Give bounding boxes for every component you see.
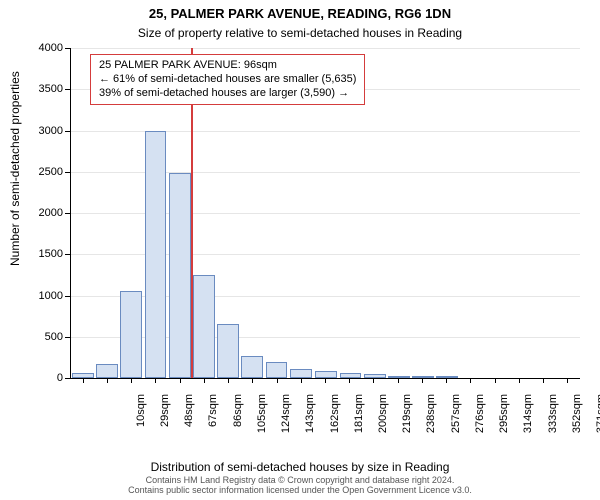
y-tick-label: 3000 — [25, 125, 63, 137]
y-tick-label: 1500 — [25, 248, 63, 260]
x-axis-line — [70, 378, 580, 379]
annotation-line-2: ← 61% of semi-detached houses are smalle… — [99, 73, 356, 87]
annotation-line-3: 39% of semi-detached houses are larger (… — [99, 87, 356, 101]
y-axis-label: Number of semi-detached properties — [8, 71, 22, 266]
x-tick-label: 371sqm — [595, 394, 600, 454]
x-tick-label: 333sqm — [547, 394, 559, 454]
y-tick-label: 500 — [25, 331, 63, 343]
y-tick-label: 2500 — [25, 166, 63, 178]
histogram-bar — [120, 291, 142, 378]
x-tick-label: 67sqm — [207, 394, 219, 454]
y-tick-label: 0 — [25, 372, 63, 384]
y-axis-line — [70, 48, 71, 378]
plot-area: 0500100015002000250030003500400010sqm29s… — [70, 48, 580, 378]
histogram-bar — [290, 369, 312, 378]
property-size-histogram: 25, PALMER PARK AVENUE, READING, RG6 1DN… — [0, 0, 600, 500]
histogram-bar — [266, 362, 288, 379]
x-tick-label: 352sqm — [571, 394, 583, 454]
x-tick-label: 257sqm — [450, 394, 462, 454]
y-tick-label: 3500 — [25, 83, 63, 95]
histogram-bar — [315, 371, 337, 378]
histogram-bar — [169, 173, 191, 378]
x-tick-label: 295sqm — [498, 394, 510, 454]
histogram-bar — [96, 364, 118, 378]
annotation-box: 25 PALMER PARK AVENUE: 96sqm← 61% of sem… — [90, 54, 365, 105]
x-tick-label: 276sqm — [474, 394, 486, 454]
y-tick-label: 4000 — [25, 42, 63, 54]
gridline — [70, 48, 580, 49]
y-tick-label: 1000 — [25, 290, 63, 302]
x-axis-label: Distribution of semi-detached houses by … — [0, 460, 600, 474]
chart-title-main: 25, PALMER PARK AVENUE, READING, RG6 1DN — [0, 6, 600, 21]
histogram-bar — [145, 131, 167, 379]
x-tick-label: 200sqm — [377, 394, 389, 454]
footer-line-2: Contains public sector information licen… — [0, 486, 600, 496]
annotation-line-1: 25 PALMER PARK AVENUE: 96sqm — [99, 59, 356, 73]
x-tick-label: 314sqm — [522, 394, 534, 454]
x-tick-label: 10sqm — [135, 394, 147, 454]
x-tick-label: 105sqm — [256, 394, 268, 454]
x-tick-label: 219sqm — [401, 394, 413, 454]
x-tick-label: 86sqm — [232, 394, 244, 454]
x-tick-label: 143sqm — [304, 394, 316, 454]
x-tick-label: 48sqm — [183, 394, 195, 454]
chart-footer: Contains HM Land Registry data © Crown c… — [0, 476, 600, 496]
chart-title-sub: Size of property relative to semi-detach… — [0, 26, 600, 40]
x-tick-label: 238sqm — [425, 394, 437, 454]
x-tick-label: 162sqm — [329, 394, 341, 454]
x-tick-label: 124sqm — [280, 394, 292, 454]
histogram-bar — [193, 275, 215, 378]
histogram-bar — [241, 356, 263, 378]
y-tick-label: 2000 — [25, 207, 63, 219]
x-tick-label: 29sqm — [159, 394, 171, 454]
histogram-bar — [217, 324, 239, 378]
x-tick-label: 181sqm — [353, 394, 365, 454]
